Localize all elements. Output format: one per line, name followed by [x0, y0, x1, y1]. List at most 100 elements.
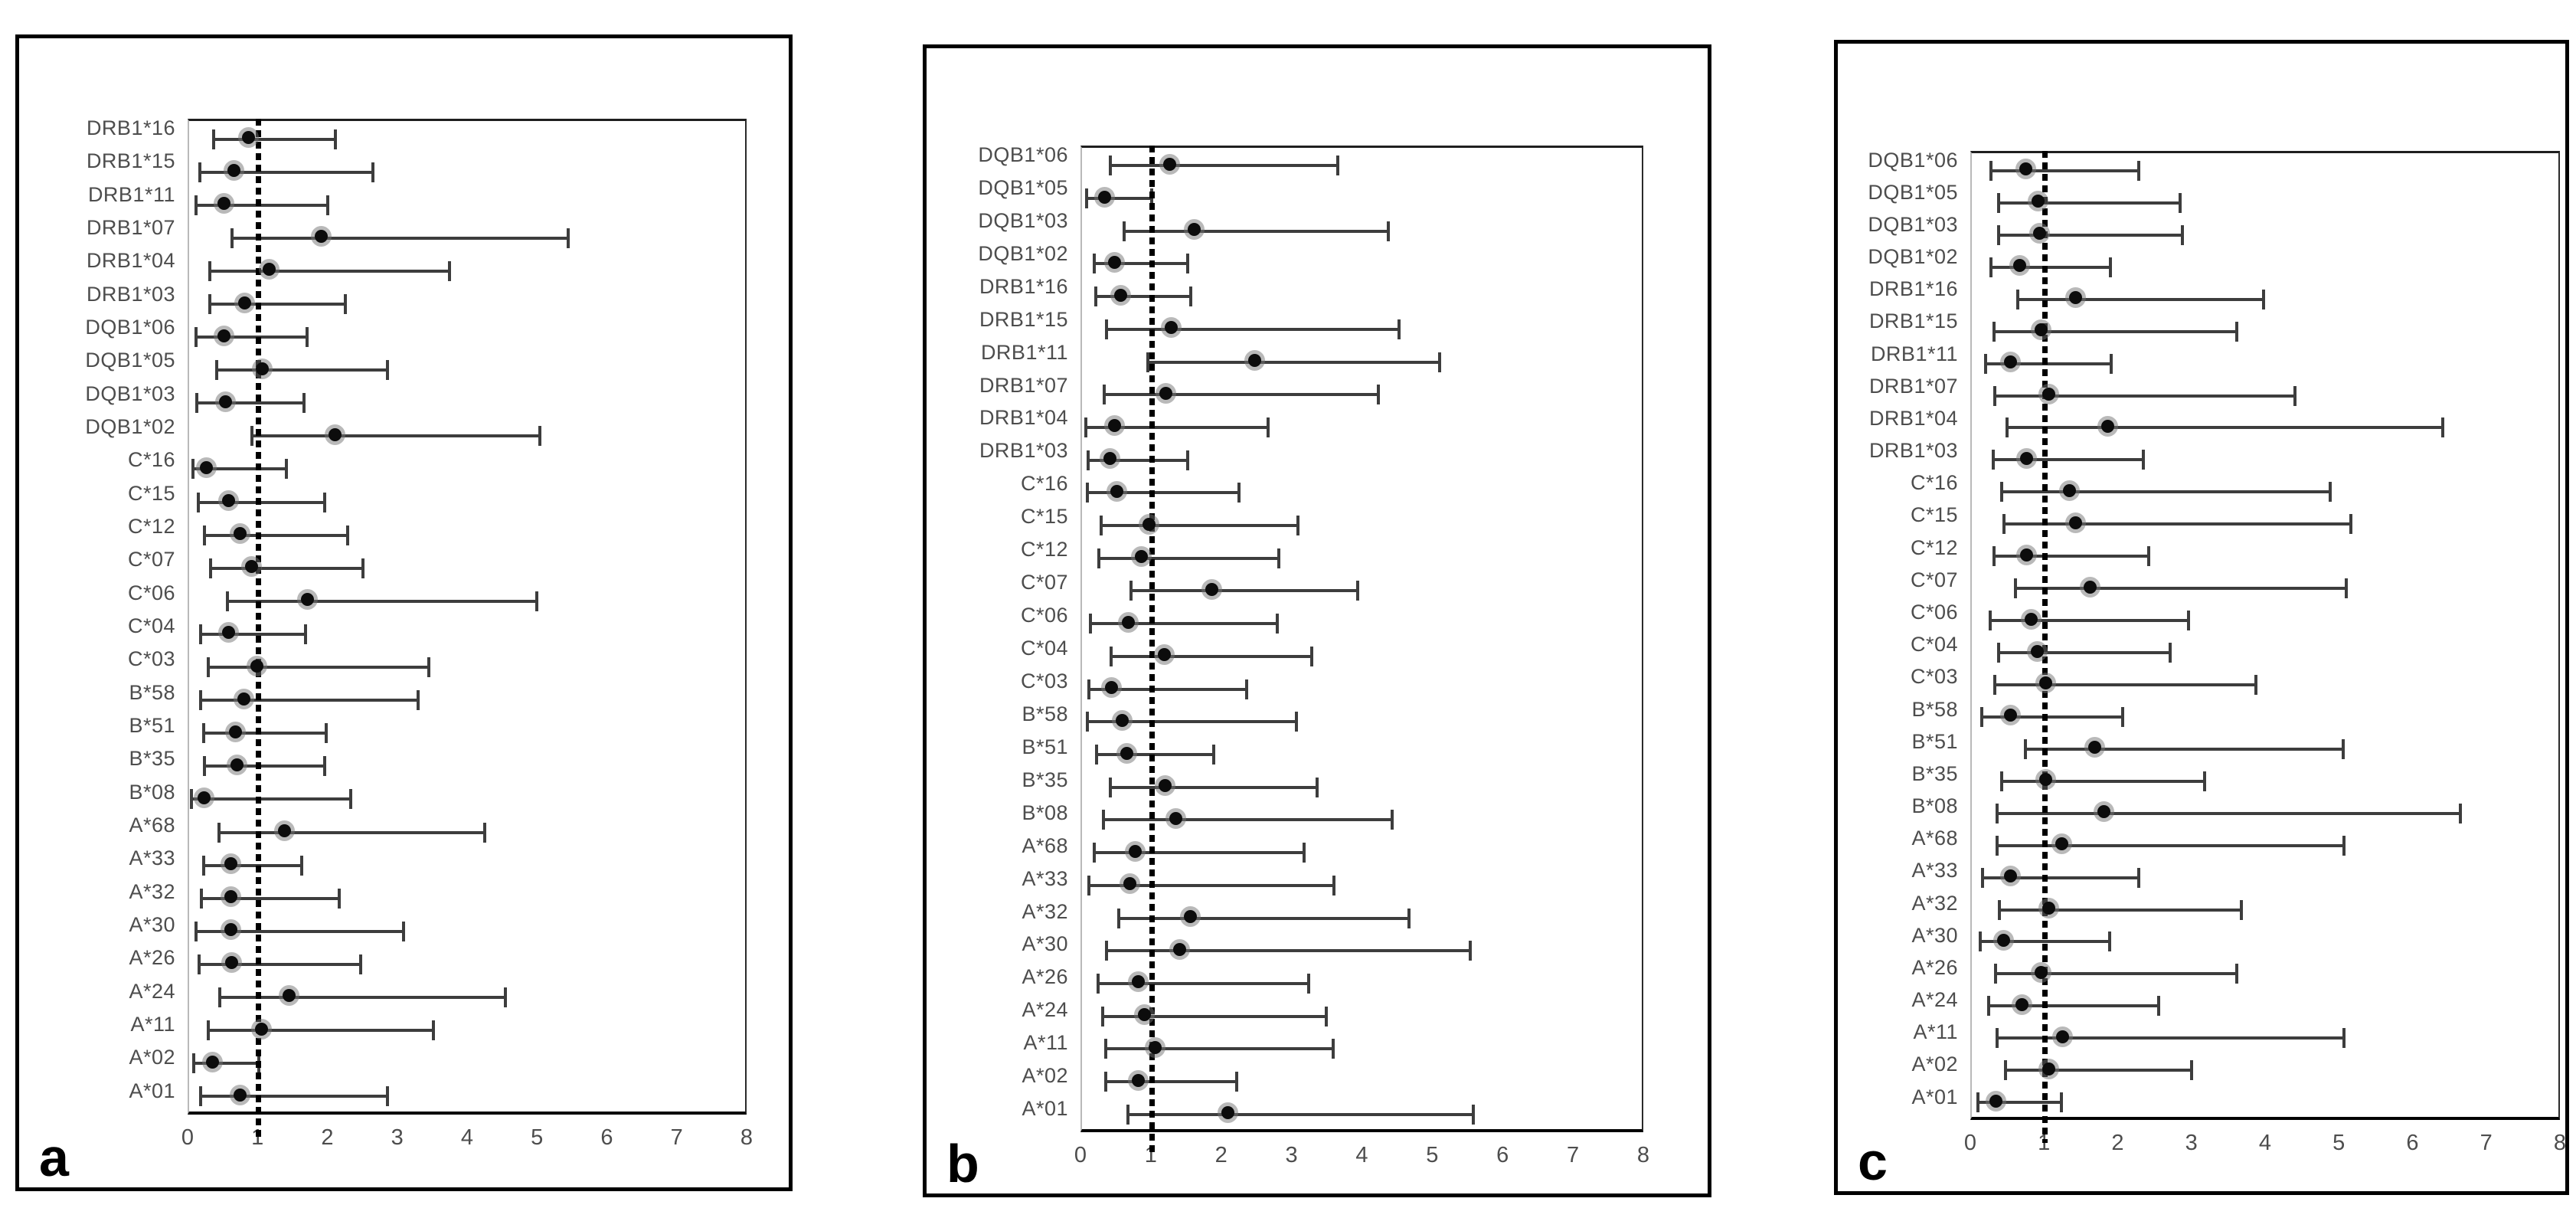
forest-point — [1120, 746, 1133, 760]
forest-point — [2004, 355, 2018, 369]
ci-bar — [2004, 1060, 2194, 1081]
x-tick-label: 2 — [2111, 1131, 2124, 1155]
ci-bar — [1992, 385, 2296, 406]
forest-row — [189, 748, 745, 781]
ci-bar — [202, 525, 349, 545]
forest-point — [2004, 869, 2018, 883]
row-label: C*07 — [1020, 571, 1068, 594]
ci-bar — [202, 756, 326, 777]
row-label: C*04 — [127, 614, 175, 638]
row-label: DRB1*04 — [86, 249, 175, 273]
x-tick-label: 8 — [2553, 1131, 2567, 1155]
ci-bar — [198, 624, 307, 644]
ci-bar — [1992, 546, 2150, 567]
row-label: C*03 — [1910, 665, 1958, 689]
row-label: A*33 — [1022, 866, 1068, 890]
reference-line-x1 — [1149, 146, 1155, 1155]
forest-row — [1972, 828, 2558, 860]
row-label: DRB1*11 — [1870, 342, 1958, 365]
forest-point — [2034, 323, 2048, 337]
ci-bar — [209, 558, 364, 578]
forest-row — [1082, 540, 1642, 573]
forest-point — [1135, 550, 1149, 564]
forest-row — [189, 979, 745, 1012]
ci-bar — [211, 129, 337, 149]
row-label: A*30 — [129, 913, 175, 937]
forest-point — [1113, 288, 1127, 302]
x-tick-label: 8 — [740, 1125, 754, 1150]
forest-row — [1082, 442, 1642, 475]
forest-point — [1248, 354, 1262, 368]
ci-bar — [1989, 160, 2141, 181]
ci-bar — [1097, 973, 1311, 994]
forest-row — [1082, 704, 1642, 737]
row-label: DRB1*07 — [86, 216, 175, 240]
ci-bar — [2000, 482, 2332, 503]
row-label: A*24 — [1911, 988, 1958, 1012]
forest-point — [241, 131, 255, 145]
ci-bar — [2016, 289, 2265, 309]
forest-row — [1972, 988, 2558, 1020]
forest-row — [1972, 635, 2558, 667]
forest-point — [218, 395, 232, 408]
forest-row — [189, 913, 745, 946]
forest-point — [1165, 321, 1178, 335]
forest-point — [255, 362, 269, 375]
forest-point — [1121, 615, 1135, 629]
forest-point — [2097, 805, 2110, 819]
forest-row — [189, 683, 745, 715]
row-label: A*32 — [129, 879, 175, 903]
forest-point — [1221, 1106, 1234, 1120]
forest-point — [2020, 451, 2034, 465]
ci-bar — [217, 987, 507, 1007]
row-label: DRB1*15 — [979, 307, 1068, 331]
ci-bar — [1981, 867, 2141, 888]
forest-row — [1082, 213, 1642, 246]
row-label: B*35 — [129, 747, 175, 771]
row-label: A*26 — [1911, 955, 1958, 979]
forest-point — [1131, 975, 1145, 989]
forest-point — [1169, 811, 1182, 825]
row-label: DQB1*02 — [978, 241, 1068, 265]
forest-point — [314, 230, 328, 244]
forest-point — [2039, 773, 2053, 787]
ci-bar — [1129, 581, 1360, 601]
panel-a: DRB1*16 DRB1*15 DRB1*11 DRB1*07 DRB1*04 DRB1*… — [15, 34, 793, 1191]
ci-bar — [1995, 835, 2346, 856]
forest-point — [224, 890, 237, 904]
forest-row — [1082, 606, 1642, 639]
ci-bar — [197, 954, 363, 974]
ci-bar — [208, 294, 348, 315]
forest-row — [1082, 312, 1642, 345]
forest-point — [1172, 942, 1186, 956]
row-label: C*15 — [127, 481, 175, 505]
row-label: C*15 — [1910, 503, 1958, 527]
ci-bar — [1126, 1104, 1476, 1125]
forest-point — [2068, 516, 2082, 529]
forest-row — [1082, 802, 1642, 835]
x-tick-label: 3 — [391, 1125, 404, 1150]
forest-point — [2012, 259, 2026, 273]
forest-row — [1972, 796, 2558, 828]
ci-bar — [1984, 353, 2113, 374]
forest-row — [1082, 377, 1642, 410]
ci-bar — [207, 657, 430, 678]
forest-point — [254, 1022, 268, 1036]
ci-bar — [1122, 221, 1391, 241]
forest-point — [230, 758, 244, 771]
ci-bar — [230, 228, 570, 248]
forest-row — [189, 616, 745, 649]
ci-bar — [1086, 712, 1298, 732]
x-tick-label: 7 — [1567, 1143, 1580, 1167]
forest-row — [1082, 737, 1642, 770]
row-label: DQB1*02 — [1868, 245, 1958, 269]
forest-point — [300, 593, 314, 607]
row-label: DQB1*03 — [978, 208, 1068, 232]
panel-b: DQB1*06 DQB1*05 DQB1*03 DQB1*02 DRB1*16 DRB1*… — [923, 44, 1711, 1197]
x-tick-label: 3 — [1285, 1143, 1298, 1167]
forest-point — [1989, 1094, 2003, 1108]
row-label: DRB1*04 — [1868, 406, 1958, 430]
ci-bar — [1992, 674, 2257, 695]
